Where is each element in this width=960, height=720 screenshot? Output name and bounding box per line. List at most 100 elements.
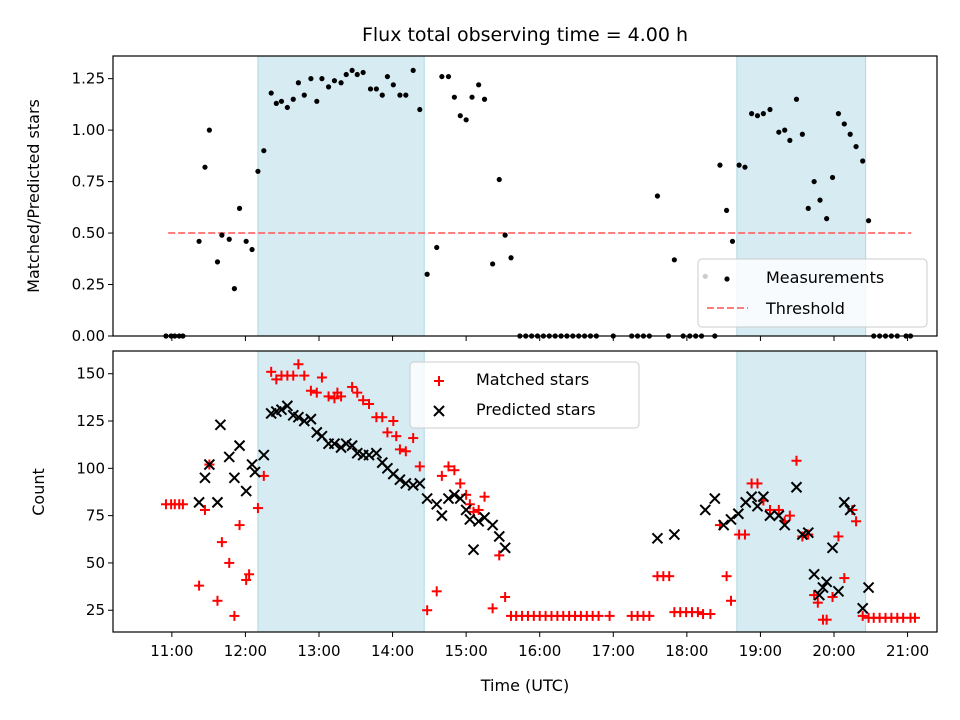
data-point-measurement (202, 164, 208, 170)
data-point-matched (726, 595, 736, 606)
data-point-measurement (434, 244, 440, 251)
plot-frame (112, 350, 938, 633)
data-point-measurement (760, 111, 766, 117)
shaded-region (257, 55, 425, 337)
data-point-matched (833, 531, 844, 542)
data-point-matched (593, 610, 604, 621)
data-point-predicted (199, 472, 211, 484)
data-point-predicted (281, 400, 294, 412)
data-point-matched (721, 571, 732, 582)
x-tick-label: 19:00 (739, 642, 782, 660)
data-point-measurement (255, 168, 261, 174)
data-point-matched (857, 610, 868, 621)
data-point-predicted (211, 496, 224, 509)
plot-frame (112, 55, 938, 337)
data-point-predicted (808, 568, 820, 580)
x-tick-label: 13:00 (297, 642, 340, 660)
x-tick-label: 21:00 (886, 642, 929, 660)
data-point-measurement (793, 96, 800, 102)
data-point-matched (812, 597, 823, 608)
data-point-measurement (729, 238, 736, 244)
predicted-stars-points (193, 400, 875, 615)
data-point-matched (311, 387, 322, 398)
legend-label-threshold: Threshold (765, 299, 845, 318)
data-point-measurement (481, 96, 488, 102)
data-point-matched (388, 416, 399, 427)
data-point-predicted (305, 413, 317, 425)
y-tick-label: 125 (76, 412, 105, 430)
matched-stars-points (160, 359, 920, 625)
data-point-predicted (651, 532, 664, 545)
data-point-matched (764, 504, 775, 515)
data-point-measurement (343, 71, 349, 78)
data-point-predicted (745, 490, 758, 503)
x-tick-label: 14:00 (371, 642, 414, 660)
data-point-predicted (472, 515, 485, 528)
data-point-predicted (421, 492, 433, 505)
data-point-matched (400, 446, 411, 457)
legend: Measurements Threshold (697, 258, 928, 328)
x-tick-label: 18:00 (665, 642, 708, 660)
legend-label-measurements: Measurements (766, 268, 884, 287)
data-point-predicted (258, 449, 270, 461)
data-point-predicted (773, 509, 785, 522)
data-point-matched (323, 391, 334, 402)
data-point-predicted (764, 509, 776, 522)
y-tick-label: 0.75 (72, 173, 105, 191)
data-point-matched (839, 573, 850, 584)
data-point-matched (455, 478, 466, 489)
data-point-measurement (736, 162, 742, 168)
data-point-measurement (782, 127, 788, 133)
data-point-measurement (463, 117, 469, 123)
data-point-matched (271, 374, 282, 385)
data-point-matched (449, 465, 460, 476)
legend-box (697, 258, 928, 328)
data-point-predicted (346, 439, 358, 452)
data-point-predicted (817, 581, 829, 594)
data-point-measurement (397, 92, 403, 98)
data-point-matched (229, 610, 240, 621)
y-tick-label: 100 (76, 459, 105, 477)
data-point-measurement (410, 67, 416, 74)
data-point-measurement (231, 286, 237, 292)
data-point-measurement (496, 176, 502, 183)
data-point-measurement (817, 197, 823, 203)
data-point-matched (329, 393, 340, 404)
data-point-matched (604, 610, 615, 621)
data-point-measurement (319, 76, 325, 82)
data-point-measurement (717, 162, 723, 168)
data-point-matched (266, 366, 277, 377)
data-point-matched (473, 504, 484, 515)
data-point-measurement (219, 232, 225, 238)
data-point-matched (803, 529, 814, 540)
data-point-predicted (757, 490, 770, 503)
data-point-matched (851, 516, 862, 527)
data-point-predicted (228, 472, 241, 484)
data-point-measurement (508, 255, 514, 261)
data-point-measurement (196, 238, 202, 244)
data-point-predicted (790, 481, 803, 493)
data-point-matched (431, 586, 442, 597)
data-point-matched (500, 591, 511, 602)
x-axis-label: Time (UTC) (480, 676, 569, 695)
data-point-measurement (799, 131, 805, 137)
data-point-predicted (499, 542, 511, 554)
y-tick-label: 25 (86, 601, 105, 619)
y-tick-label: 0.50 (72, 224, 105, 242)
data-point-measurement (295, 80, 301, 86)
data-point-matched (336, 391, 347, 402)
data-point-matched (909, 612, 920, 623)
legend-box (409, 361, 640, 429)
data-point-matched (199, 504, 210, 515)
data-point-predicted (394, 473, 406, 486)
x-axis-ticks (171, 336, 909, 341)
data-point-matched (244, 569, 255, 580)
y-tick-label: 1.00 (72, 121, 105, 139)
data-point-predicted (668, 528, 681, 541)
data-point-predicted (298, 415, 310, 427)
data-point-predicted (751, 500, 764, 512)
data-point-matched (234, 520, 245, 531)
data-point-predicted (779, 519, 791, 531)
data-point-matched (705, 609, 716, 620)
